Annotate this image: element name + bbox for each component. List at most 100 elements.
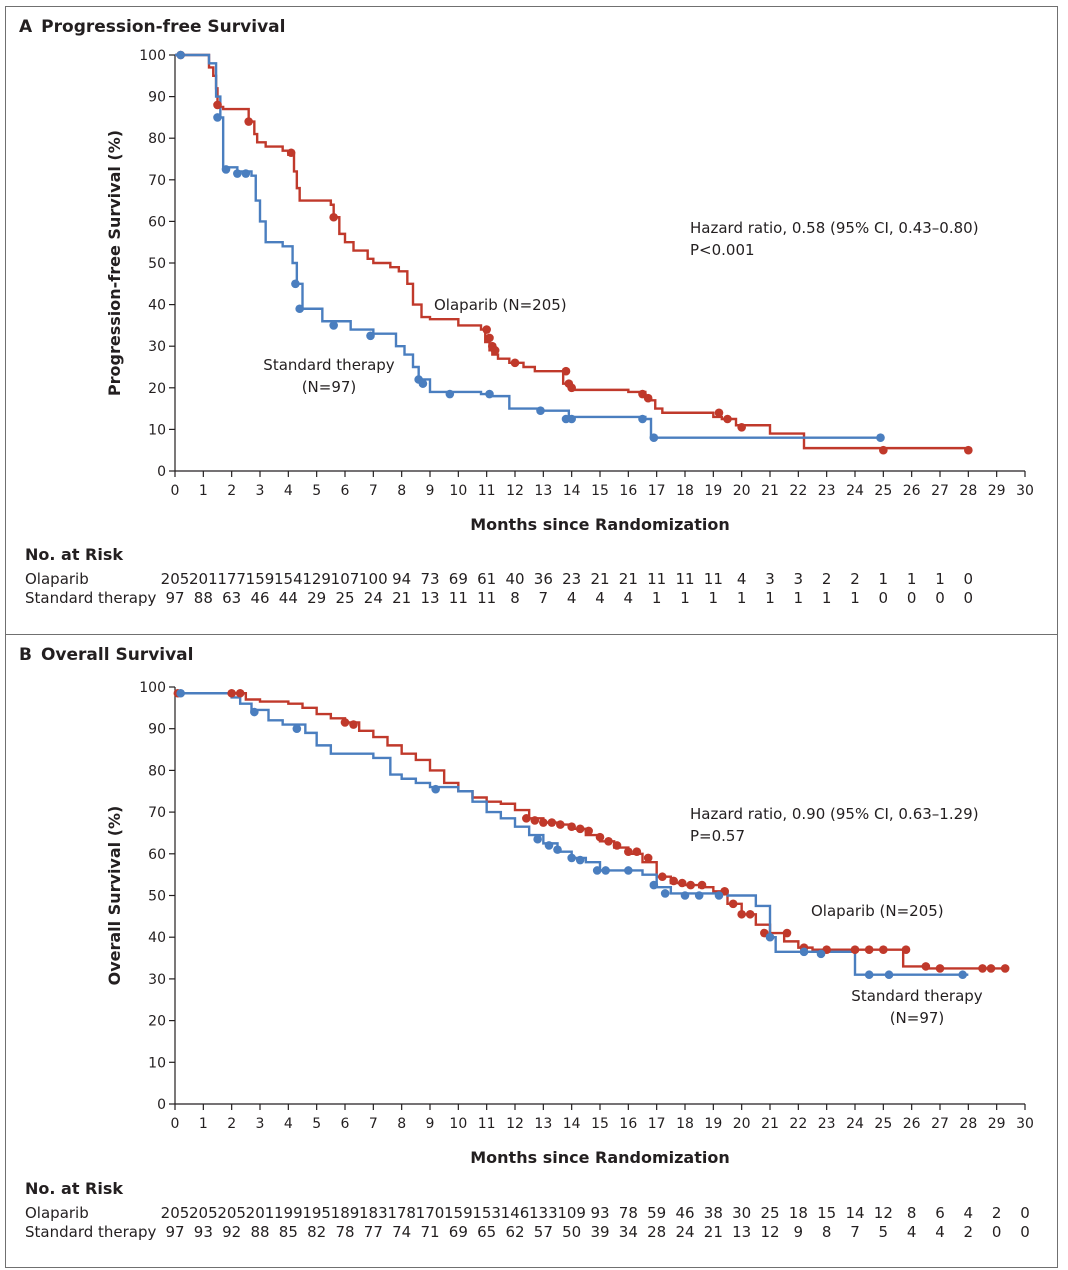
- risk-cell: 2: [991, 1204, 1002, 1222]
- censor-mark-standard-therapy: [714, 891, 724, 900]
- y-tick-label: 70: [148, 173, 166, 189]
- x-tick-label: 7: [369, 1116, 378, 1132]
- risk-cell: 78: [618, 1204, 638, 1222]
- x-tick-label: 12: [506, 1116, 524, 1132]
- risk-cell: 189: [330, 1204, 360, 1222]
- x-tick-label: 15: [591, 483, 609, 499]
- risk-cell: 5: [878, 1223, 889, 1241]
- risk-cell: 8: [821, 1223, 832, 1241]
- panel-progression-free-survival: A Progression-free Survival 0 10 20 30 40 50 60…: [5, 6, 1058, 635]
- x-tick-label: 9: [426, 1116, 435, 1132]
- risk-cell: 7: [538, 589, 549, 607]
- censor-mark-olaparib: [686, 880, 695, 890]
- risk-cell: 65: [477, 1223, 497, 1241]
- risk-cell: 146: [500, 1204, 530, 1222]
- censor-mark-olaparib: [986, 964, 996, 973]
- risk-cell: 0: [878, 589, 889, 607]
- x-tick-label: 0: [171, 483, 180, 499]
- risk-cell: 100: [359, 570, 388, 588]
- risk-cell: 1: [878, 570, 889, 588]
- censor-mark-olaparib: [244, 117, 253, 126]
- censor-mark-olaparib: [547, 818, 557, 827]
- risk-cell: 1: [708, 589, 719, 607]
- risk-cell: 97: [165, 589, 185, 607]
- y-tick-label: 40: [148, 298, 166, 314]
- panel-letter: B: [19, 645, 32, 665]
- censor-mark-olaparib: [329, 212, 338, 222]
- y-axis-label: Progression-free Survival (%): [105, 130, 124, 396]
- risk-cell: 69: [448, 570, 468, 588]
- risk-cell: 21: [618, 570, 638, 588]
- risk-cell: 36: [533, 570, 553, 588]
- risk-cell: 97: [165, 1223, 185, 1241]
- risk-cell: 11: [675, 570, 695, 588]
- y-tick-label: 0: [157, 1097, 166, 1113]
- x-tick-label: 4: [284, 483, 293, 499]
- risk-cell: 205: [160, 570, 190, 588]
- x-tick-label: 11: [478, 1116, 496, 1132]
- x-tick-label: 20: [733, 483, 751, 499]
- risk-cell: 205: [160, 1204, 190, 1222]
- y-tick-label: 100: [139, 48, 166, 64]
- risk-cell: 2: [963, 1223, 974, 1241]
- censor-mark-standard-therapy: [292, 724, 302, 733]
- risk-cell: 1: [821, 589, 832, 607]
- risk-cell: 39: [590, 1223, 610, 1241]
- x-tick-label: 22: [789, 1116, 807, 1132]
- hazard-ratio-annotation: Hazard ratio, 0.58 (95% CI, 0.43–0.80): [690, 219, 979, 237]
- x-tick-label: 27: [931, 483, 949, 499]
- censor-mark-standard-therapy: [485, 389, 494, 399]
- censor-mark-olaparib: [737, 423, 746, 432]
- censor-mark-standard-therapy: [291, 279, 300, 289]
- series-label: Standard therapy: [263, 356, 395, 374]
- y-tick-label: 50: [148, 256, 166, 272]
- censor-mark-olaparib: [567, 383, 576, 393]
- risk-cell: 107: [330, 570, 360, 588]
- risk-cell: 46: [675, 1204, 695, 1222]
- risk-cell: 69: [448, 1223, 468, 1241]
- censor-mark-olaparib: [1000, 964, 1010, 973]
- censor-mark-olaparib: [235, 688, 245, 698]
- risk-cell: 15: [817, 1204, 837, 1222]
- censor-mark-olaparib: [723, 414, 732, 424]
- y-tick-label: 90: [148, 90, 166, 106]
- x-tick-label: 17: [648, 1116, 666, 1132]
- panel-overall-survival: B Overall Survival 0 10 20 30 40 50 60 70 80 90 100…: [5, 634, 1058, 1268]
- x-tick-label: 21: [761, 483, 779, 499]
- censor-mark-standard-therapy: [958, 970, 967, 980]
- risk-cell: 71: [420, 1223, 440, 1241]
- risk-row-label: Standard therapy: [25, 589, 157, 607]
- risk-cell: 0: [935, 589, 945, 607]
- censor-mark-standard-therapy: [233, 169, 242, 178]
- x-tick-label: 11: [478, 483, 496, 499]
- x-axis-label: Months since Randomization: [470, 1148, 729, 1167]
- risk-cell: 4: [595, 589, 605, 607]
- risk-cell: 0: [991, 1223, 1002, 1241]
- p-value-annotation: P=0.57: [690, 827, 745, 845]
- risk-cell: 50: [562, 1223, 582, 1241]
- censor-mark-olaparib: [595, 832, 605, 842]
- risk-cell: 170: [415, 1204, 445, 1222]
- censor-mark-olaparib: [935, 964, 945, 973]
- censor-mark-olaparib: [227, 688, 236, 698]
- risk-cell: 12: [760, 1223, 780, 1241]
- risk-cell: 0: [906, 589, 917, 607]
- risk-cell: 199: [274, 1204, 303, 1222]
- censor-mark-olaparib: [850, 945, 860, 955]
- censor-mark-olaparib: [624, 847, 633, 857]
- x-tick-label: 13: [534, 1116, 552, 1132]
- risk-cell: 38: [703, 1204, 723, 1222]
- censor-mark-olaparib: [567, 822, 576, 831]
- panel-title: A Progression-free Survival: [19, 17, 285, 37]
- risk-cell: 0: [1020, 1223, 1030, 1241]
- censor-mark-olaparib: [737, 909, 746, 919]
- x-tick-label: 27: [931, 1116, 949, 1132]
- risk-cell: 25: [760, 1204, 780, 1222]
- risk-cell: 46: [250, 589, 270, 607]
- risk-cell: 129: [302, 570, 331, 588]
- risk-table-header: No. at Risk: [25, 545, 124, 564]
- censor-mark-standard-therapy: [876, 433, 885, 443]
- risk-cell: 9: [793, 1223, 804, 1241]
- x-tick-label: 0: [171, 1116, 180, 1132]
